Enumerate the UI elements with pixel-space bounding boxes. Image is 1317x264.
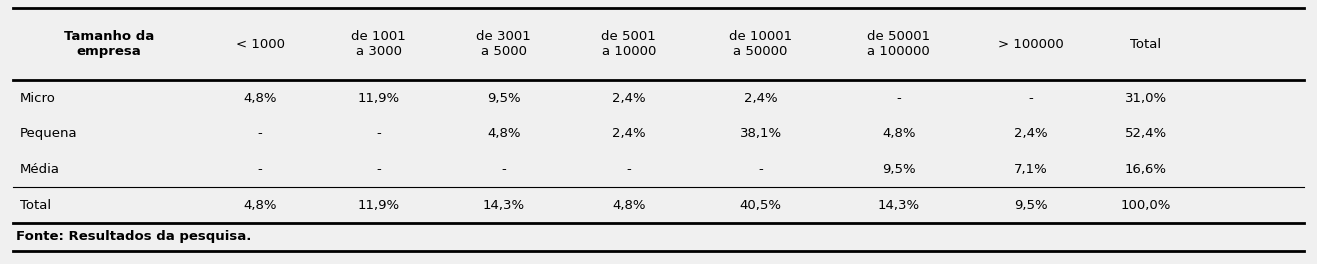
Text: Micro: Micro bbox=[20, 92, 55, 105]
Text: < 1000: < 1000 bbox=[236, 38, 284, 51]
Text: de 10001
a 50000: de 10001 a 50000 bbox=[730, 30, 792, 58]
Text: de 5001
a 10000: de 5001 a 10000 bbox=[602, 30, 656, 58]
Text: -: - bbox=[502, 163, 506, 176]
Text: 2,4%: 2,4% bbox=[744, 92, 777, 105]
Text: 4,8%: 4,8% bbox=[882, 127, 915, 140]
Text: 100,0%: 100,0% bbox=[1121, 199, 1171, 211]
Text: -: - bbox=[1029, 92, 1033, 105]
Text: 14,3%: 14,3% bbox=[483, 199, 524, 211]
Text: 16,6%: 16,6% bbox=[1125, 163, 1167, 176]
Text: de 3001
a 5000: de 3001 a 5000 bbox=[477, 30, 531, 58]
Text: 52,4%: 52,4% bbox=[1125, 127, 1167, 140]
Text: 14,3%: 14,3% bbox=[878, 199, 919, 211]
Text: 11,9%: 11,9% bbox=[358, 199, 399, 211]
Text: Média: Média bbox=[20, 163, 59, 176]
Text: 9,5%: 9,5% bbox=[882, 163, 915, 176]
Text: -: - bbox=[258, 127, 262, 140]
Text: -: - bbox=[627, 163, 631, 176]
Text: -: - bbox=[897, 92, 901, 105]
Text: 4,8%: 4,8% bbox=[244, 92, 277, 105]
Text: 2,4%: 2,4% bbox=[1014, 127, 1047, 140]
Text: 4,8%: 4,8% bbox=[487, 127, 520, 140]
Text: de 1001
a 3000: de 1001 a 3000 bbox=[352, 30, 406, 58]
Text: -: - bbox=[377, 163, 381, 176]
Text: -: - bbox=[258, 163, 262, 176]
Text: 9,5%: 9,5% bbox=[487, 92, 520, 105]
Text: Pequena: Pequena bbox=[20, 127, 78, 140]
Text: 2,4%: 2,4% bbox=[612, 92, 645, 105]
Text: -: - bbox=[759, 163, 763, 176]
Text: 38,1%: 38,1% bbox=[740, 127, 781, 140]
Text: -: - bbox=[377, 127, 381, 140]
Text: Total: Total bbox=[1130, 38, 1162, 51]
Text: 7,1%: 7,1% bbox=[1014, 163, 1047, 176]
Text: Tamanho da
empresa: Tamanho da empresa bbox=[63, 30, 154, 58]
Text: 9,5%: 9,5% bbox=[1014, 199, 1047, 211]
Text: 11,9%: 11,9% bbox=[358, 92, 399, 105]
Text: 4,8%: 4,8% bbox=[244, 199, 277, 211]
Text: Fonte: Resultados da pesquisa.: Fonte: Resultados da pesquisa. bbox=[16, 230, 252, 243]
Text: 4,8%: 4,8% bbox=[612, 199, 645, 211]
Text: 31,0%: 31,0% bbox=[1125, 92, 1167, 105]
Text: Total: Total bbox=[20, 199, 51, 211]
Text: 40,5%: 40,5% bbox=[740, 199, 781, 211]
Text: > 100000: > 100000 bbox=[998, 38, 1063, 51]
Text: de 50001
a 100000: de 50001 a 100000 bbox=[868, 30, 930, 58]
Text: 2,4%: 2,4% bbox=[612, 127, 645, 140]
